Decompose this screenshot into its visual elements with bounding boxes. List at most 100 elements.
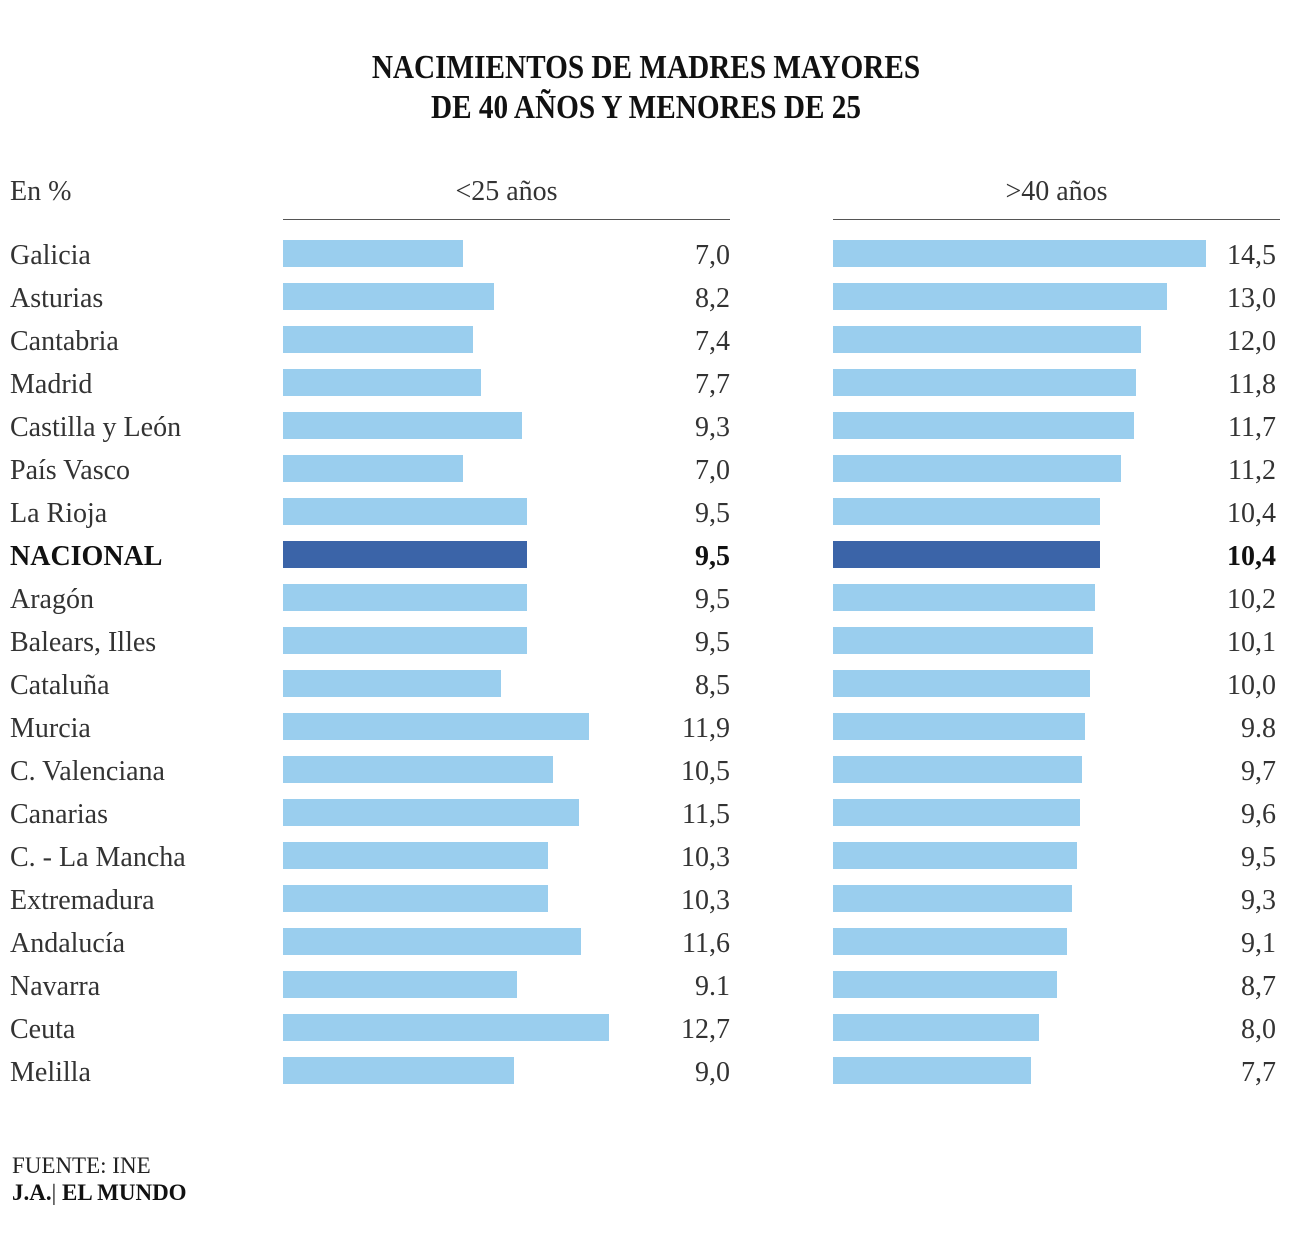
bar-over-40	[833, 627, 1093, 654]
bar-over-40	[833, 928, 1067, 955]
column-header-under-25: <25 años	[455, 176, 558, 207]
value-label-over-40: 12,0	[1227, 326, 1276, 357]
value-label-over-40: 10,2	[1227, 584, 1276, 615]
chart-title-line-1: NACIMIENTOS DE MADRES MAYORES	[371, 49, 921, 86]
credit-author: J.A.	[12, 1180, 52, 1205]
value-label-under-25: 7,0	[695, 455, 730, 486]
bar-over-40	[833, 498, 1101, 525]
bar-under-25	[283, 455, 463, 482]
value-label-under-25: 11,5	[682, 799, 730, 830]
bar-under-25	[283, 412, 522, 439]
category-label: Melilla	[10, 1057, 91, 1088]
value-label-over-40: 10,4	[1227, 498, 1276, 529]
value-label-under-25: 9,3	[695, 412, 730, 443]
category-label: Asturias	[10, 283, 104, 314]
value-label-under-25: 8,5	[695, 670, 730, 701]
bar-under-25	[283, 1014, 610, 1041]
bar-over-40	[833, 756, 1083, 783]
bar-over-40	[833, 326, 1142, 353]
column-rule-over-40	[833, 219, 1280, 220]
column-header-over-40: >40 años	[1005, 176, 1108, 207]
category-label: Canarias	[10, 799, 108, 830]
category-label: País Vasco	[10, 455, 131, 486]
bar-under-25	[283, 541, 528, 568]
bar-over-40	[833, 885, 1072, 912]
bar-under-25	[283, 369, 481, 396]
bar-under-25	[283, 928, 582, 955]
value-label-over-40: 10,1	[1227, 627, 1276, 658]
bar-under-25	[283, 584, 528, 611]
category-label: NACIONAL	[10, 541, 163, 572]
source-note: FUENTE: INE	[12, 1153, 151, 1178]
value-label-over-40: 9,1	[1241, 928, 1276, 959]
value-label-under-25: 10,5	[681, 756, 730, 787]
bar-under-25	[283, 627, 528, 654]
chart-title-line-2: DE 40 AÑOS Y MENORES DE 25	[431, 89, 861, 126]
bar-over-40	[833, 1057, 1031, 1084]
bar-over-40	[833, 412, 1134, 439]
bar-over-40	[833, 369, 1137, 396]
bar-over-40	[833, 1014, 1039, 1041]
value-label-under-25: 10,3	[681, 885, 730, 916]
bar-under-25	[283, 326, 474, 353]
value-label-over-40: 9,6	[1241, 799, 1276, 830]
category-label: Castilla y León	[10, 412, 182, 443]
value-label-under-25: 9,5	[695, 627, 730, 658]
bar-over-40	[833, 971, 1057, 998]
bar-under-25	[283, 799, 579, 826]
category-label: Andalucía	[10, 928, 126, 959]
chart-title: NACIMIENTOS DE MADRES MAYORES DE 40 AÑOS…	[90, 48, 1201, 128]
bar-over-40	[833, 799, 1080, 826]
value-label-over-40: 7,7	[1241, 1057, 1276, 1088]
category-label: Cataluña	[10, 670, 110, 701]
category-label: Ceuta	[10, 1014, 76, 1045]
value-label-under-25: 11,9	[682, 713, 730, 744]
value-label-over-40: 9,7	[1241, 756, 1276, 787]
value-label-under-25: 8,2	[695, 283, 730, 314]
category-label: Murcia	[10, 713, 91, 744]
bar-over-40	[833, 584, 1096, 611]
value-label-under-25: 9,5	[695, 541, 730, 572]
value-label-under-25: 11,6	[682, 928, 730, 959]
value-label-over-40: 9,3	[1241, 885, 1276, 916]
bar-over-40	[833, 541, 1101, 568]
value-label-under-25: 7,0	[695, 240, 730, 271]
bar-under-25	[283, 240, 463, 267]
value-label-over-40: 11,8	[1228, 369, 1276, 400]
bar-under-25	[283, 283, 494, 310]
bar-under-25	[283, 756, 553, 783]
bar-under-25	[283, 885, 548, 912]
unit-label: En %	[10, 176, 72, 207]
bar-under-25	[283, 971, 517, 998]
bar-under-25	[283, 498, 528, 525]
column-rule-under-25	[283, 219, 730, 220]
category-label: Balears, Illes	[10, 627, 157, 658]
credit-line: J.A.| EL MUNDO	[12, 1180, 187, 1206]
value-label-under-25: 9,0	[695, 1057, 730, 1088]
bar-over-40	[833, 283, 1168, 310]
bar-under-25	[283, 1057, 515, 1084]
value-label-over-40: 9.8	[1241, 713, 1276, 744]
value-label-over-40: 10,4	[1227, 541, 1276, 572]
value-label-under-25: 9,5	[695, 584, 730, 615]
value-label-under-25: 12,7	[681, 1014, 730, 1045]
category-label: Cantabria	[10, 326, 119, 357]
bar-over-40	[833, 455, 1121, 482]
value-label-under-25: 10,3	[681, 842, 730, 873]
category-label: Aragón	[10, 584, 94, 615]
category-label: Navarra	[10, 971, 101, 1002]
value-label-over-40: 11,7	[1228, 412, 1276, 443]
bar-over-40	[833, 670, 1090, 697]
category-label: La Rioja	[10, 498, 108, 529]
value-label-over-40: 11,2	[1228, 455, 1276, 486]
category-label: Galicia	[10, 240, 91, 271]
category-label: C. - La Mancha	[10, 842, 186, 873]
bar-under-25	[283, 842, 548, 869]
value-label-over-40: 13,0	[1227, 283, 1276, 314]
category-label: C. Valenciana	[10, 756, 165, 787]
value-label-over-40: 9,5	[1241, 842, 1276, 873]
bar-over-40	[833, 842, 1078, 869]
value-label-over-40: 8,0	[1241, 1014, 1276, 1045]
credit-outlet: EL MUNDO	[61, 1180, 187, 1205]
value-label-under-25: 9.1	[695, 971, 730, 1002]
